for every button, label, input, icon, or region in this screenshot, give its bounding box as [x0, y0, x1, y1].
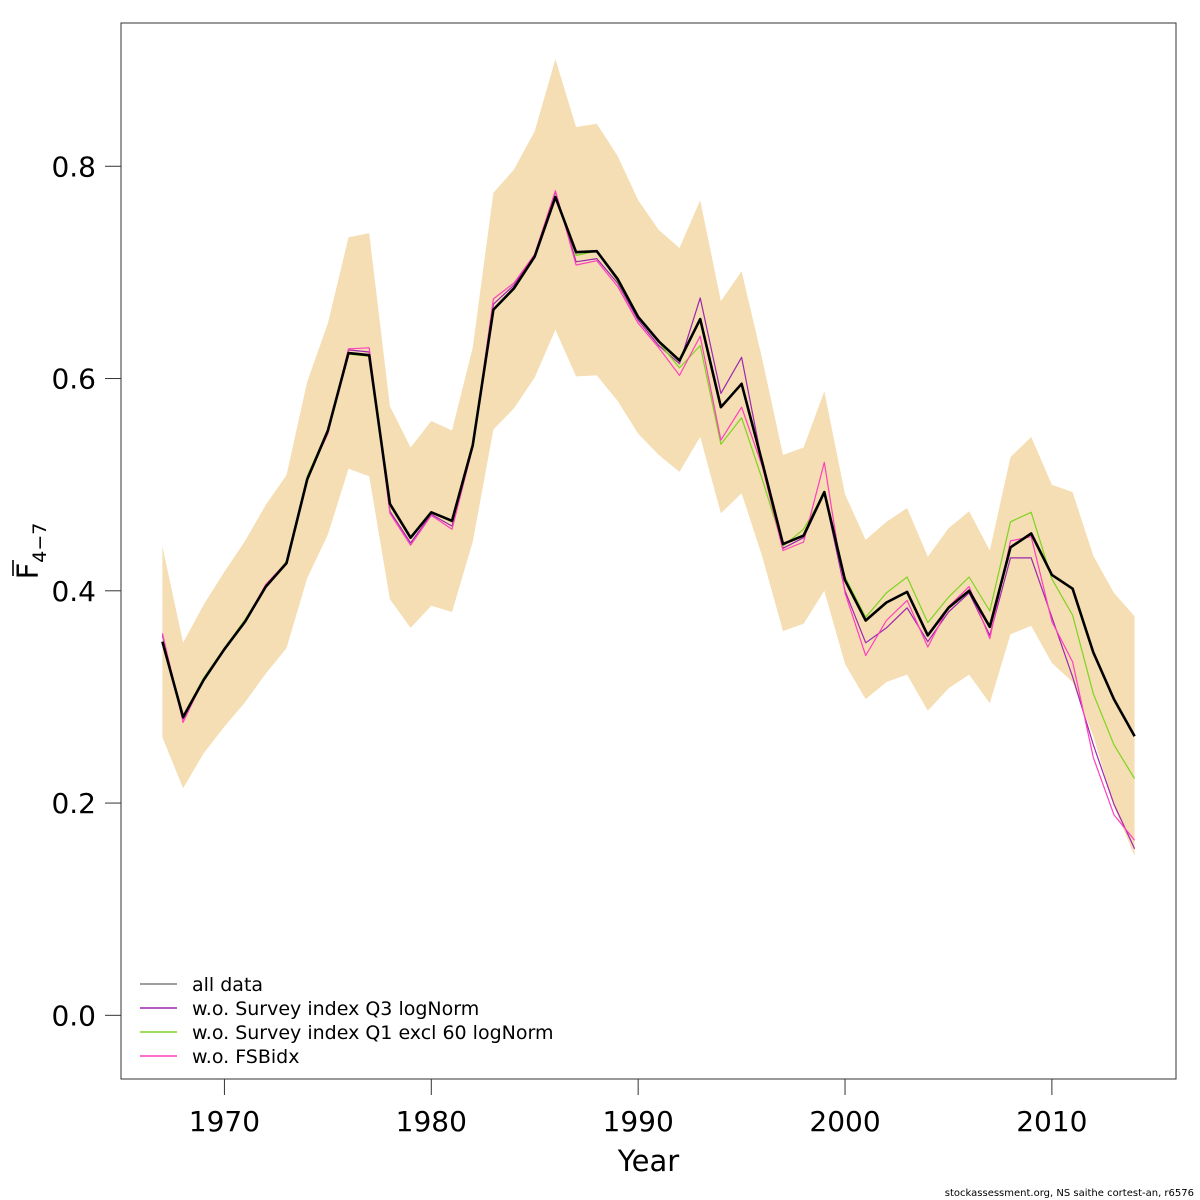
x-tick-label: 2010 [1016, 1105, 1087, 1138]
y-axis-title: F4−7 [11, 523, 51, 580]
footer-credit: stockassessment.org, NS saithe cortest-a… [945, 1188, 1194, 1199]
legend-label: all data [192, 974, 263, 996]
series-layer [161, 190, 1136, 849]
y-tick-label: 0.0 [51, 999, 96, 1032]
series-line-4 [161, 195, 1136, 737]
y-tick-label: 0.2 [51, 787, 96, 820]
legend-label: w.o. Survey index Q1 excl 60 logNorm [192, 1022, 553, 1044]
confidence-band [162, 59, 1135, 857]
svg-text:F4−7: F4−7 [11, 523, 51, 580]
y-axis: 0.0 0.2 0.4 0.6 0.8 [51, 150, 122, 1032]
legend-label: w.o. Survey index Q3 logNorm [192, 998, 479, 1020]
x-tick-label: 1990 [603, 1105, 674, 1138]
x-tick-label: 1980 [396, 1105, 467, 1138]
y-tick-label: 0.4 [51, 575, 96, 608]
confidence-band-layer [162, 59, 1135, 857]
legend-label: w.o. FSBidx [192, 1046, 299, 1068]
x-axis-title: Year [617, 1144, 679, 1178]
x-axis: 1970 1980 1990 2000 2010 [189, 1078, 1088, 1138]
x-tick-label: 1970 [189, 1105, 260, 1138]
y-axis-title-main: F [11, 563, 45, 580]
y-tick-label: 0.8 [51, 150, 96, 183]
y-axis-title-subscript: 4−7 [29, 523, 51, 563]
x-tick-label: 2000 [809, 1105, 880, 1138]
y-tick-label: 0.6 [51, 363, 96, 396]
